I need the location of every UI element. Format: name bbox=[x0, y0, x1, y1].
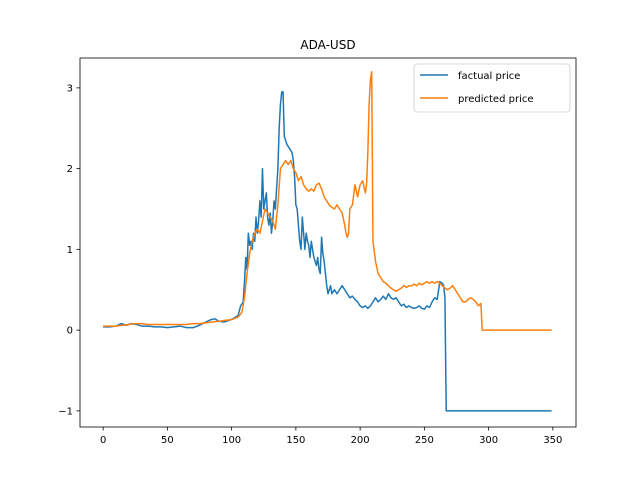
legend-box bbox=[413, 63, 571, 113]
x-tick-label: 150 bbox=[286, 435, 305, 446]
legend-label-factual: factual price bbox=[458, 71, 520, 82]
series-layer bbox=[103, 70, 552, 412]
legend: factual price predicted price bbox=[413, 63, 571, 113]
series-line-predicted-price bbox=[103, 70, 552, 331]
y-axis: −1 0 1 2 3 bbox=[58, 83, 80, 417]
y-tick-label: 1 bbox=[67, 245, 73, 256]
x-tick-label: 50 bbox=[161, 435, 174, 446]
x-tick-label: 300 bbox=[479, 435, 498, 446]
y-tick-label: −1 bbox=[58, 406, 73, 417]
x-tick-label: 250 bbox=[415, 435, 434, 446]
chart-title: ADA-USD bbox=[300, 38, 355, 52]
y-tick-label: 0 bbox=[67, 326, 73, 337]
x-axis: 0 50 100 150 200 250 300 350 bbox=[100, 427, 562, 446]
plot-area bbox=[79, 57, 577, 428]
legend-label-predicted: predicted price bbox=[458, 94, 534, 105]
y-tick-label: 2 bbox=[67, 164, 73, 175]
x-tick-label: 350 bbox=[543, 435, 562, 446]
x-tick-label: 100 bbox=[222, 435, 241, 446]
y-tick-label: 3 bbox=[67, 83, 73, 94]
x-tick-label: 200 bbox=[351, 435, 370, 446]
series-line-factual-price bbox=[103, 91, 552, 412]
x-tick-label: 0 bbox=[100, 435, 106, 446]
